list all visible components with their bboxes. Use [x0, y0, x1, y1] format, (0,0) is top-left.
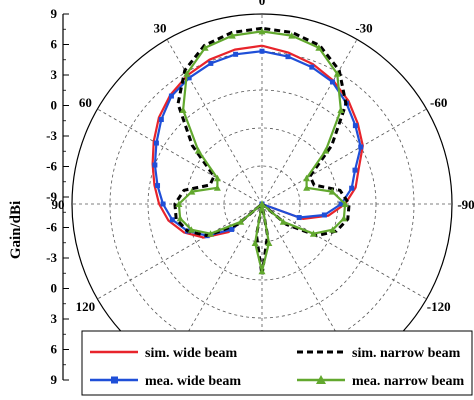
angle-label: -120: [427, 299, 451, 314]
marker-mea_wide: [155, 183, 161, 189]
marker-mea_wide: [259, 48, 265, 54]
marker-mea_wide: [160, 201, 166, 207]
marker-mea_narrow: [340, 214, 348, 222]
marker-mea_wide: [309, 64, 315, 70]
marker-mea_narrow: [183, 70, 191, 77]
marker-mea_wide: [321, 212, 327, 218]
radial-tick-label: 3: [51, 311, 58, 326]
radial-tick-label: 9: [51, 372, 58, 387]
angle-label: -90: [457, 197, 474, 212]
marker-mea_narrow: [337, 106, 345, 113]
radial-tick-label: 0: [51, 281, 58, 296]
marker-mea_narrow: [315, 44, 323, 51]
marker-mea_narrow: [258, 200, 266, 207]
radial-tick-label: -9: [46, 189, 57, 204]
grid-spoke-120: [97, 203, 263, 300]
legend-marker-mea_narrow: [316, 375, 326, 384]
marker-mea_narrow: [237, 218, 245, 225]
grid-ring-1: [185, 127, 339, 281]
grid-spoke-330: [261, 39, 358, 205]
marker-mea_narrow: [179, 106, 187, 113]
marker-mea_narrow: [303, 184, 311, 191]
radial-tick-label: -3: [46, 250, 57, 265]
legend: sim. wide beam sim. narrow beam mea. wide …: [81, 330, 473, 396]
marker-mea_wide: [208, 60, 214, 66]
series-line-sim_narrow: [173, 26, 351, 277]
marker-mea_narrow: [258, 267, 266, 275]
marker-mea_wide: [168, 93, 174, 99]
angle-label: 90: [52, 197, 65, 212]
marker-mea_wide: [152, 162, 158, 168]
marker-mea_narrow: [258, 27, 266, 35]
legend-label-sim_wide: sim. wide beam: [145, 346, 238, 361]
marker-mea_narrow: [201, 44, 209, 51]
grid-spoke-60: [97, 108, 263, 205]
grid-spoke-300: [261, 108, 427, 205]
angle-label: 120: [76, 299, 96, 314]
marker-mea_wide: [358, 144, 364, 150]
angle-label: 0: [259, 0, 266, 8]
marker-mea_narrow: [213, 174, 221, 182]
marker-mea_narrow: [333, 70, 341, 77]
marker-mea_narrow: [329, 226, 337, 233]
marker-mea_wide: [158, 117, 164, 123]
legend-label-mea_wide: mea. wide beam: [145, 374, 241, 389]
angle-label: -60: [430, 95, 447, 110]
marker-mea_wide: [296, 215, 302, 221]
radial-tick-label: 3: [51, 67, 58, 82]
marker-mea_narrow: [265, 239, 273, 246]
angle-label: 30: [154, 20, 167, 35]
marker-mea_narrow: [187, 226, 195, 233]
angle-label: 60: [79, 95, 92, 110]
marker-mea_narrow: [228, 32, 236, 39]
radial-tick-label: 6: [51, 342, 58, 357]
angle-label: -30: [355, 20, 372, 35]
marker-mea_wide: [169, 217, 175, 223]
radial-tick-label: 9: [51, 6, 58, 21]
marker-mea_narrow: [328, 188, 336, 195]
marker-mea_narrow: [303, 174, 311, 182]
marker-mea_wide: [352, 123, 358, 129]
marker-mea_narrow: [194, 147, 202, 154]
radial-tick-label: -6: [46, 159, 57, 174]
marker-mea_wide: [329, 79, 335, 85]
legend-marker-mea_wide: [111, 376, 118, 384]
marker-mea_wide: [352, 167, 358, 173]
radial-tick-label: -6: [46, 220, 57, 235]
marker-mea_wide: [229, 226, 235, 232]
marker-mea_narrow: [279, 218, 287, 225]
marker-mea_wide: [233, 51, 239, 57]
legend-label-mea_narrow: mea. narrow beam: [352, 374, 464, 389]
radial-tick-label: 0: [51, 98, 58, 113]
series-group: [151, 26, 364, 277]
marker-mea_wide: [153, 140, 159, 146]
series-line-sim_wide: [151, 44, 364, 239]
grid-spoke-240: [261, 203, 427, 300]
marker-mea_narrow: [176, 214, 184, 222]
marker-mea_wide: [338, 201, 344, 207]
grid-spoke-30: [166, 39, 263, 205]
radial-tick-label: -3: [46, 128, 57, 143]
marker-mea_narrow: [309, 230, 317, 237]
marker-mea_narrow: [207, 230, 215, 237]
legend-label-sim_narrow: sim. narrow beam: [352, 346, 461, 361]
marker-mea_narrow: [288, 32, 296, 39]
marker-mea_wide: [186, 75, 192, 81]
marker-mea_wide: [285, 54, 291, 60]
marker-mea_narrow: [213, 184, 221, 191]
legend-box: [81, 330, 473, 396]
radial-axis: 9 6 3 0 -3 -6 -9 -6 -3 0 3 6 9: [46, 6, 69, 387]
y-axis-title: Gain/dBi: [8, 201, 24, 259]
marker-mea_narrow: [175, 200, 183, 207]
marker-mea_narrow: [251, 239, 259, 246]
marker-mea_narrow: [188, 188, 196, 195]
marker-mea_narrow: [322, 147, 330, 154]
marker-mea_narrow: [341, 200, 349, 207]
radial-tick-label: 6: [51, 37, 58, 52]
marker-mea_wide: [349, 185, 355, 191]
